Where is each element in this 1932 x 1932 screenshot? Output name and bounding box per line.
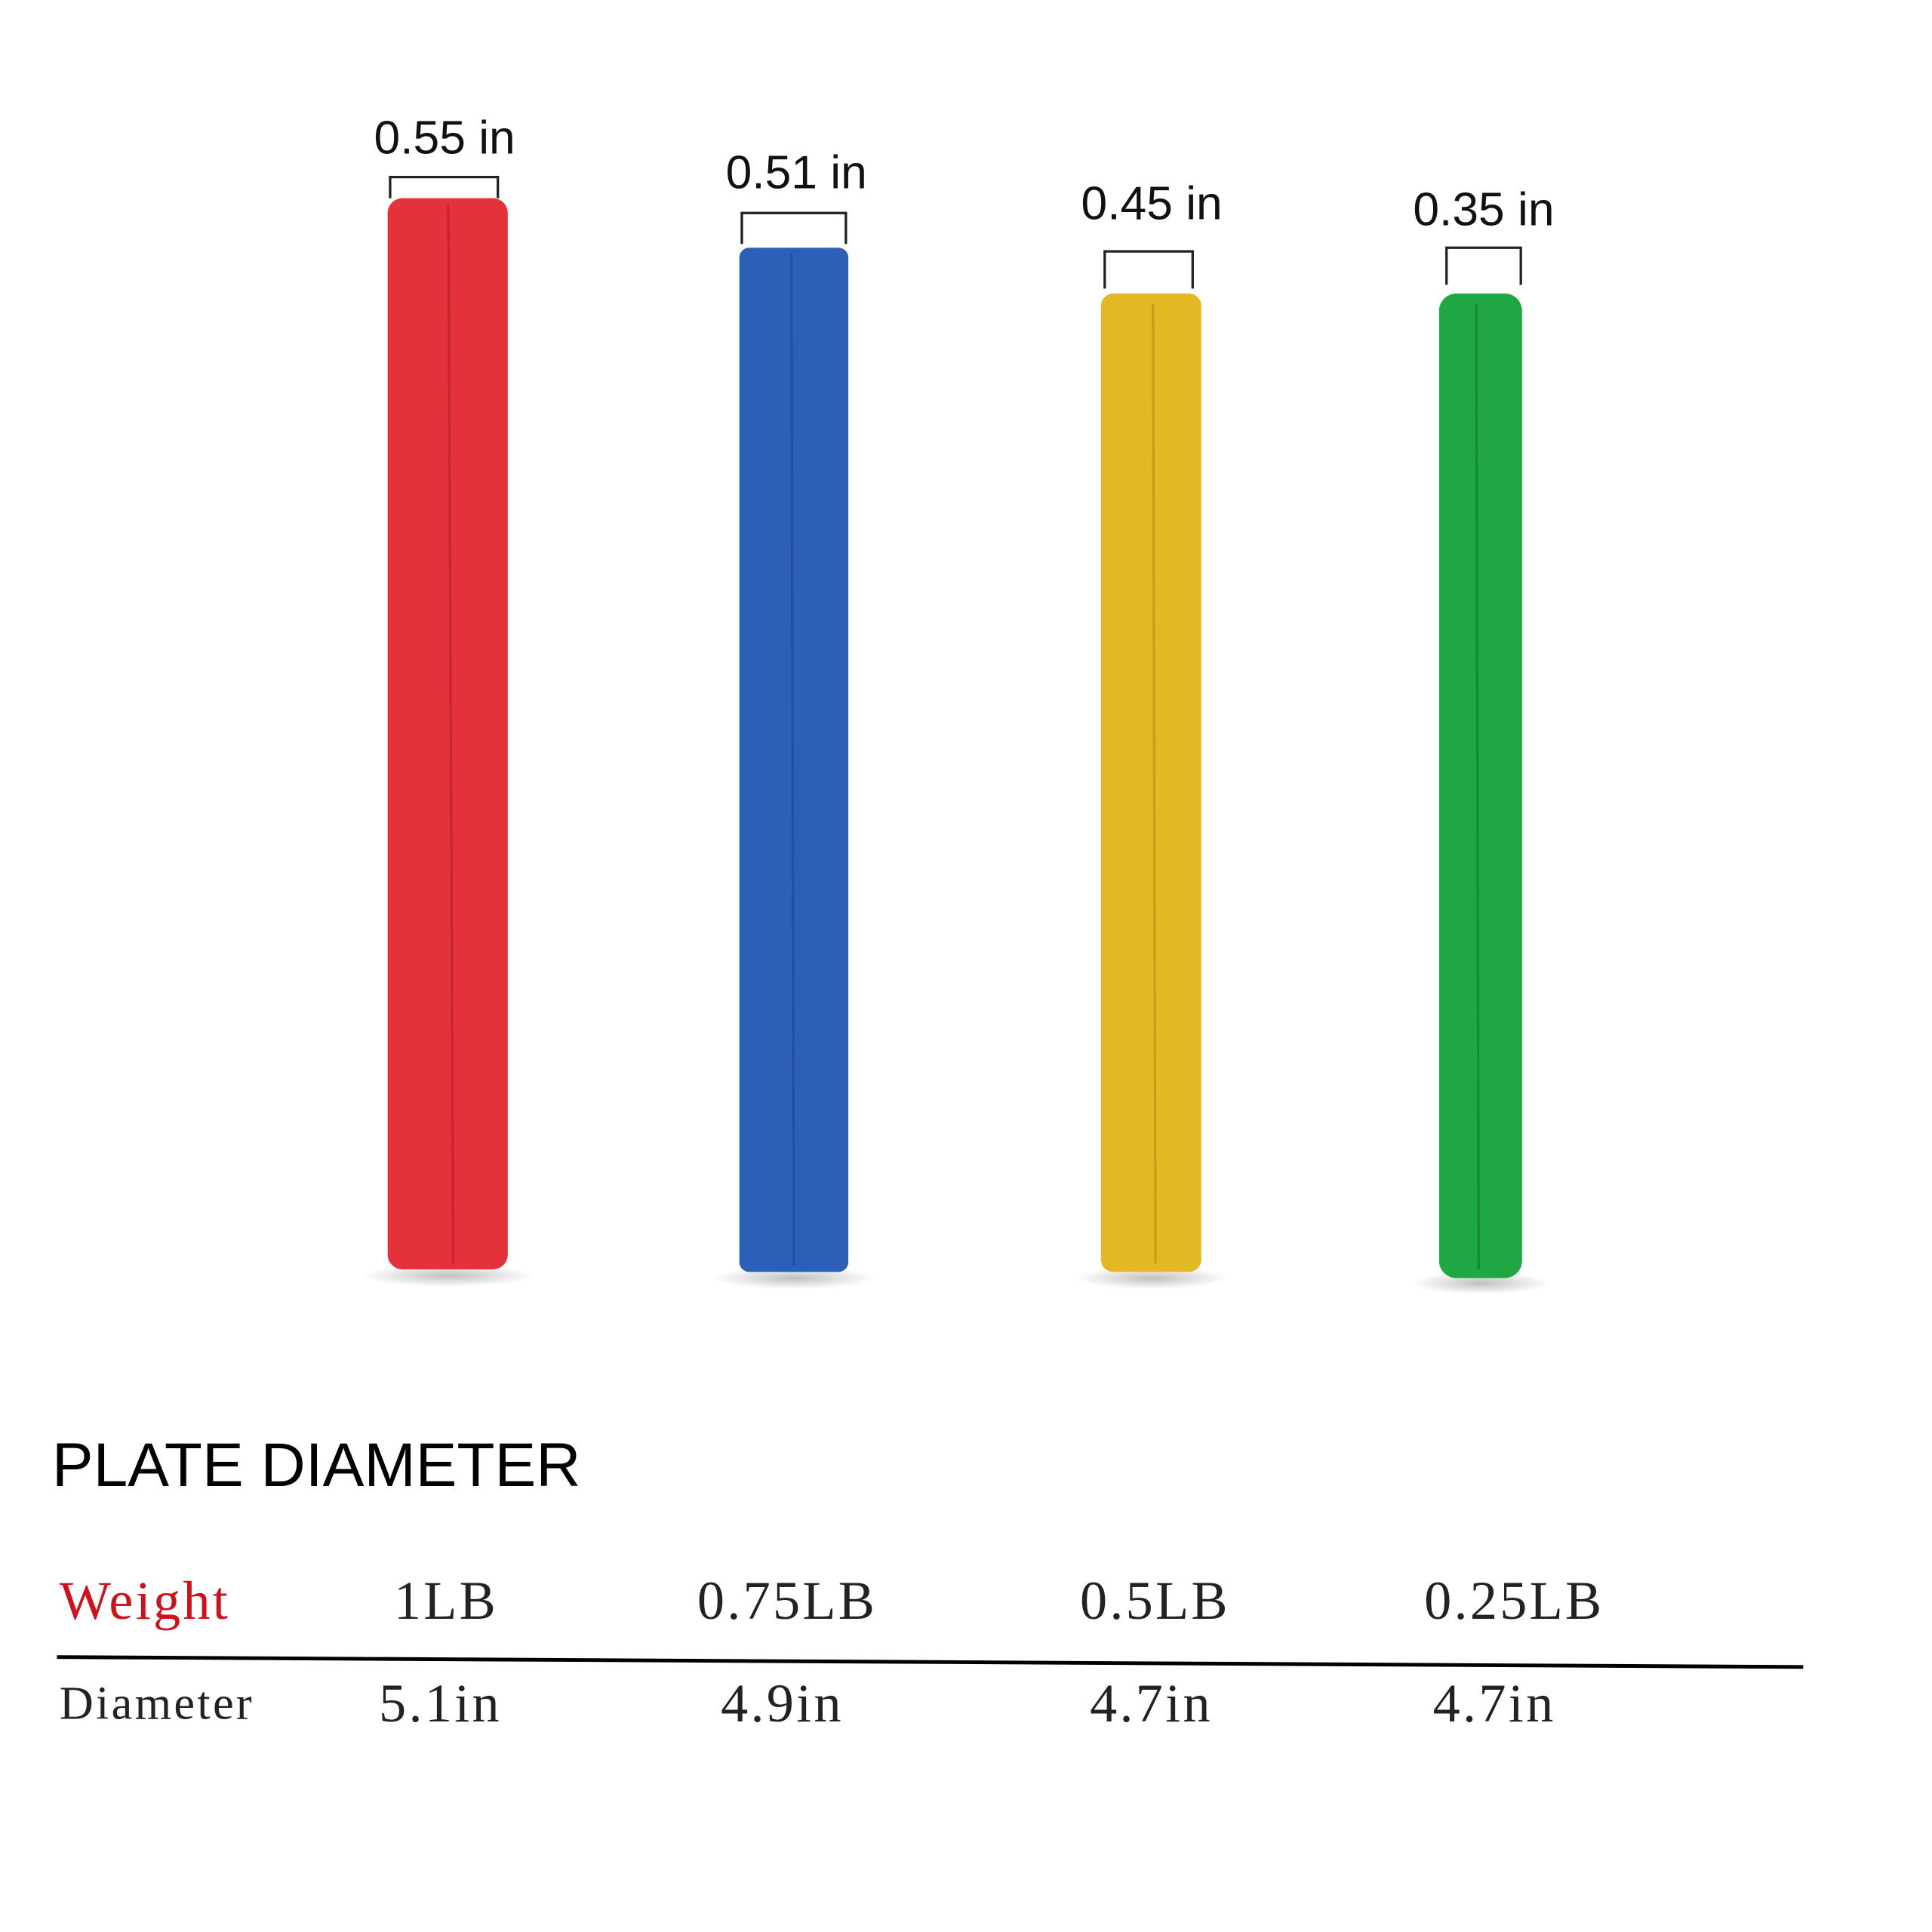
- row-header: Weight: [60, 1571, 230, 1631]
- plate-red: 0.55 in: [374, 112, 515, 1270]
- shadows: [361, 1264, 1551, 1294]
- plate-blue: 0.51 in: [726, 146, 867, 1272]
- cell: 0.75LB: [697, 1571, 877, 1631]
- section-title: PLATE DIAMETER: [52, 1431, 581, 1500]
- thickness-label: 0.51 in: [726, 146, 867, 198]
- thickness-label: 0.35 in: [1413, 184, 1554, 236]
- cell: 4.9in: [721, 1673, 844, 1734]
- cell: 4.7in: [1090, 1673, 1213, 1734]
- plate-yellow: 0.45 in: [1081, 177, 1223, 1272]
- thickness-label: 0.55 in: [374, 112, 515, 164]
- cell: 4.7in: [1433, 1673, 1556, 1734]
- cell: 5.1in: [379, 1673, 502, 1734]
- thickness-label: 0.45 in: [1081, 177, 1223, 229]
- cell: 1LB: [394, 1571, 498, 1631]
- spec-table: Weight 1LB 0.75LB 0.5LB 0.25LB Diameter …: [57, 1571, 1804, 1734]
- cell: 0.25LB: [1424, 1571, 1604, 1631]
- plate-green: 0.35 in: [1413, 184, 1555, 1278]
- divider: [57, 1655, 1804, 1669]
- row-header: Diameter: [60, 1678, 254, 1730]
- cell: 0.5LB: [1080, 1571, 1230, 1631]
